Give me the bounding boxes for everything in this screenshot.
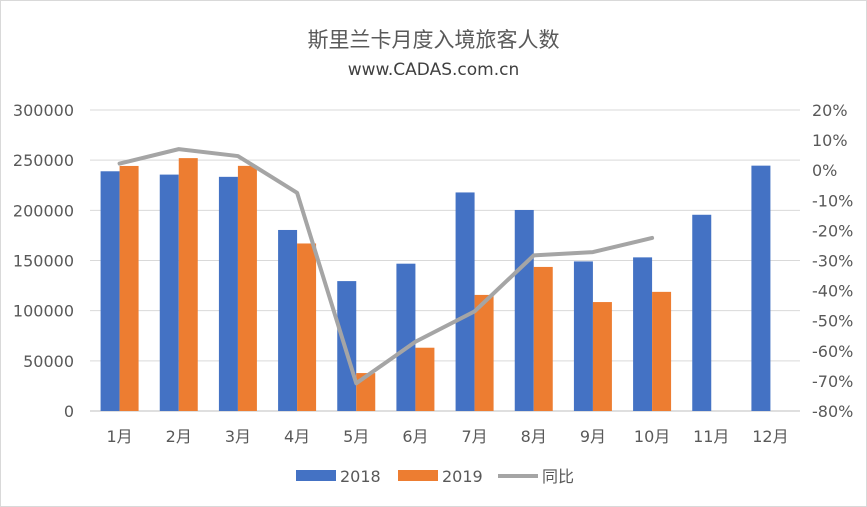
line-同比 xyxy=(117,147,655,386)
y-tick-label: 0 xyxy=(64,402,74,421)
y2-tick-label: -60% xyxy=(812,342,853,361)
chart-subtitle: www.CADAS.com.cn xyxy=(347,60,520,80)
legend-label: 同比 xyxy=(542,467,574,486)
legend-label: 2019 xyxy=(442,467,483,486)
bar-2019 xyxy=(474,294,494,411)
bar-2019 xyxy=(297,243,317,411)
y-tick-label: 50000 xyxy=(23,352,74,371)
y-tick-label: 200000 xyxy=(13,201,74,220)
bar-2019 xyxy=(533,266,553,411)
y2-tick-label: 20% xyxy=(812,101,848,120)
bar-2019 xyxy=(178,158,198,411)
bar-2018 xyxy=(455,192,475,411)
bar-2019 xyxy=(119,165,139,411)
y2-tick-label: -80% xyxy=(812,402,853,421)
bar-2019 xyxy=(415,347,435,411)
y2-tick-label: 0% xyxy=(812,161,837,180)
bar-2018 xyxy=(159,174,179,411)
legend-swatch-2018 xyxy=(296,470,336,481)
bar-2018 xyxy=(100,171,120,411)
x-tick-label: 11月 xyxy=(693,427,729,446)
y-tick-label: 150000 xyxy=(13,252,74,271)
bar-2018 xyxy=(218,176,238,411)
y2-tick-label: -50% xyxy=(812,312,853,331)
x-tick-label: 4月 xyxy=(284,427,310,446)
bar-2019 xyxy=(356,373,376,411)
y-tick-label: 100000 xyxy=(13,302,74,321)
x-tick-label: 2月 xyxy=(166,427,192,446)
legend-label: 2018 xyxy=(340,467,381,486)
x-tick-label: 1月 xyxy=(106,427,132,446)
y2-tick-label: -10% xyxy=(812,191,853,210)
x-tick-label: 3月 xyxy=(225,427,251,446)
x-tick-label: 8月 xyxy=(521,427,547,446)
x-tick-label: 10月 xyxy=(634,427,670,446)
bar-2018 xyxy=(692,214,712,411)
y2-tick-label: -30% xyxy=(812,252,853,271)
y-tick-label: 250000 xyxy=(13,151,74,170)
bar-2018 xyxy=(573,261,593,411)
bar-2018 xyxy=(751,165,771,411)
bar-2018 xyxy=(633,257,653,411)
bar-2018 xyxy=(278,229,298,411)
y2-tick-label: 10% xyxy=(812,131,848,150)
x-tick-label: 7月 xyxy=(461,427,487,446)
x-tick-label: 12月 xyxy=(752,427,788,446)
x-tick-label: 5月 xyxy=(343,427,369,446)
x-tick-label: 9月 xyxy=(580,427,606,446)
y2-tick-label: -70% xyxy=(812,372,853,391)
y2-tick-label: -40% xyxy=(812,282,853,301)
chart-title: 斯里兰卡月度入境旅客人数 xyxy=(307,28,560,52)
legend-swatch-2019 xyxy=(398,470,438,481)
bar-2019 xyxy=(652,291,672,411)
bar-2018 xyxy=(396,263,416,411)
y2-tick-label: -20% xyxy=(812,221,853,240)
bar-2019 xyxy=(592,302,612,411)
bar-2019 xyxy=(237,165,257,411)
x-tick-label: 6月 xyxy=(402,427,428,446)
y-tick-label: 300000 xyxy=(13,101,74,120)
bar-2018 xyxy=(514,209,534,411)
